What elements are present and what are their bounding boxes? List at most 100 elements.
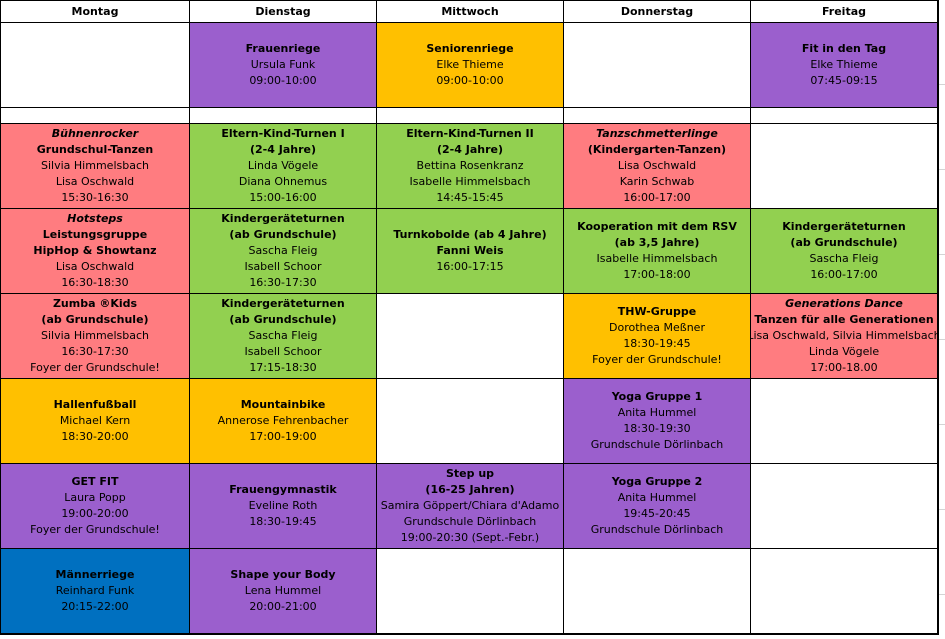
day-header-donnerstag[interactable]: Donnerstag <box>563 0 750 22</box>
course-detail: Grundschule Dörlinbach <box>590 438 724 451</box>
course-title: THW-Gruppe <box>617 305 697 318</box>
schedule-cell[interactable]: Hallenfußball Michael Kern 18:30-20:00 <box>0 378 189 463</box>
empty-cell[interactable] <box>750 107 937 123</box>
course-detail: Foyer der Grundschule! <box>30 523 160 536</box>
schedule-cell[interactable]: Männerriege Reinhard Funk 20:15-22:00 <box>0 548 189 633</box>
course-detail: Anita Hummel <box>617 406 697 419</box>
course-detail: 16:00-17:15 <box>436 260 504 273</box>
schedule-cell[interactable]: Zumba ®Kids (ab Grundschule) Silvia Himmel… <box>0 293 189 378</box>
schedule-cell[interactable]: Yoga Gruppe 2 Anita Hummel 19:45-20:45 Grun… <box>563 463 750 548</box>
course-detail: 09:00-10:00 <box>249 74 317 87</box>
schedule-cell[interactable]: Kooperation mit dem RSV (ab 3,5 Jahre) Isa… <box>563 208 750 293</box>
empty-cell[interactable] <box>376 107 563 123</box>
course-detail: Grundschule Dörlinbach <box>590 523 724 536</box>
schedule-cell[interactable]: Mountainbike Annerose Fehrenbacher 17:00-1… <box>189 378 376 463</box>
empty-cell[interactable] <box>563 107 750 123</box>
course-detail: 07:45-09:15 <box>810 74 878 87</box>
day-header-freitag[interactable]: Freitag <box>750 0 937 22</box>
schedule-cell[interactable]: GET FIT Laura Popp 19:00-20:00 Foyer der Gr… <box>0 463 189 548</box>
schedule-cell[interactable]: Turnkobolde (ab 4 Jahre) Fanni Weis 16:00-… <box>376 208 563 293</box>
empty-cell[interactable] <box>750 123 937 208</box>
empty-cell[interactable] <box>376 293 563 378</box>
course-detail: 18:30-19:45 <box>623 337 691 350</box>
course-title: Turnkobolde (ab 4 Jahre) <box>393 228 547 241</box>
course-detail: (ab Grundschule) <box>229 313 337 326</box>
schedule-cell[interactable]: Kindergeräteturnen (ab Grundschule) Sascha… <box>189 208 376 293</box>
course-detail: Karin Schwab <box>619 175 695 188</box>
course-detail: Fanni Weis <box>436 244 504 257</box>
schedule-cell[interactable]: Hotsteps Leistungsgruppe HipHop & Showtanz… <box>0 208 189 293</box>
course-detail: Ursula Funk <box>250 58 316 71</box>
course-title: Hotsteps <box>67 212 123 225</box>
schedule-cell[interactable]: Yoga Gruppe 1 Anita Hummel 18:30-19:30 Grun… <box>563 378 750 463</box>
course-detail: 17:00-19:00 <box>249 430 317 443</box>
course-detail: 15:30-16:30 <box>61 191 129 204</box>
empty-cell[interactable] <box>0 107 189 123</box>
course-detail: 17:00-18:00 <box>623 268 691 281</box>
course-detail: 15:00-16:00 <box>249 191 317 204</box>
schedule-cell[interactable]: Eltern-Kind-Turnen I (2-4 Jahre) Linda Vög… <box>189 123 376 208</box>
course-title: Kindergeräteturnen <box>221 212 345 225</box>
day-header-montag[interactable]: Montag <box>0 0 189 22</box>
schedule-cell[interactable]: Shape your Body Lena Hummel 20:00-21:00 <box>189 548 376 633</box>
course-detail: Isabelle Himmelsbach <box>596 252 718 265</box>
course-detail: (2-4 Jahre) <box>437 143 503 156</box>
schedule-cell[interactable]: Bühnenrocker Grundschul-Tanzen Silvia Himm… <box>0 123 189 208</box>
schedule-cell[interactable]: Tanzschmetterlinge (Kindergarten-Tanzen) L… <box>563 123 750 208</box>
course-detail: Michael Kern <box>59 414 131 427</box>
empty-cell[interactable] <box>563 548 750 633</box>
course-detail: (ab Grundschule) <box>41 313 149 326</box>
schedule-cell[interactable]: Step up (16-25 Jahren) Samira Göppert/Chia… <box>376 463 563 548</box>
schedule-cell[interactable]: Frauenriege Ursula Funk 09:00-10:00 <box>189 22 376 107</box>
empty-cell[interactable] <box>563 22 750 107</box>
course-detail: Lisa Oschwald <box>617 159 697 172</box>
course-detail: 18:30-19:45 <box>249 515 317 528</box>
schedule-cell[interactable]: Fit in den Tag Elke Thieme 07:45-09:15 <box>750 22 937 107</box>
empty-cell[interactable] <box>376 378 563 463</box>
course-detail: Elke Thieme <box>810 58 878 71</box>
day-header-dienstag[interactable]: Dienstag <box>189 0 376 22</box>
spreadsheet-gridlines <box>938 0 945 639</box>
course-detail: 09:00-10:00 <box>436 74 504 87</box>
course-title: Yoga Gruppe 1 <box>611 390 703 403</box>
course-detail: 16:30-17:30 <box>61 345 129 358</box>
course-detail: Anita Hummel <box>617 491 697 504</box>
empty-cell[interactable] <box>750 463 937 548</box>
empty-cell[interactable] <box>376 548 563 633</box>
schedule-cell[interactable]: Kindergeräteturnen (ab Grundschule) Sascha… <box>750 208 937 293</box>
schedule-cell[interactable]: Eltern-Kind-Turnen II (2-4 Jahre) Bettina … <box>376 123 563 208</box>
course-title: Generations Dance <box>785 297 903 310</box>
course-detail: (ab 3,5 Jahre) <box>614 236 700 249</box>
course-detail: 20:15-22:00 <box>61 600 129 613</box>
empty-cell[interactable] <box>750 548 937 633</box>
course-detail: Foyer der Grundschule! <box>30 361 160 374</box>
course-detail: 16:00-17:00 <box>623 191 691 204</box>
course-title: Kindergeräteturnen <box>221 297 345 310</box>
course-detail: Grundschul-Tanzen <box>36 143 154 156</box>
course-detail: Grundschule Dörlinbach <box>403 515 537 528</box>
course-title: Eltern-Kind-Turnen I <box>221 127 345 140</box>
course-detail: Samira Göppert/Chiara d'Adamo <box>380 499 560 512</box>
course-title: Männerriege <box>55 568 135 581</box>
course-detail: Lisa Oschwald, Silvia Himmelsbach <box>750 329 937 342</box>
course-title: Kooperation mit dem RSV <box>577 220 737 233</box>
schedule-cell[interactable]: Seniorenriege Elke Thieme 09:00-10:00 <box>376 22 563 107</box>
course-detail: (2-4 Jahre) <box>250 143 316 156</box>
course-detail: 19:00-20:30 (Sept.-Febr.) <box>400 531 540 544</box>
course-detail: 18:30-20:00 <box>61 430 129 443</box>
course-title: Kindergeräteturnen <box>782 220 906 233</box>
course-detail: (16-25 Jahren) <box>425 483 515 496</box>
schedule-cell[interactable]: Kindergeräteturnen (ab Grundschule) Sascha… <box>189 293 376 378</box>
empty-cell[interactable] <box>750 378 937 463</box>
course-title: Yoga Gruppe 2 <box>611 475 703 488</box>
course-title: GET FIT <box>71 475 119 488</box>
course-title: Mountainbike <box>240 398 326 411</box>
course-title: Shape your Body <box>230 568 336 581</box>
empty-cell[interactable] <box>0 22 189 107</box>
schedule-cell[interactable]: Generations Dance Tanzen für alle Generat… <box>750 293 937 378</box>
empty-cell[interactable] <box>189 107 376 123</box>
schedule-cell[interactable]: Frauengymnastik Eveline Roth 18:30-19:45 <box>189 463 376 548</box>
course-detail: Lisa Oschwald <box>55 175 135 188</box>
schedule-cell[interactable]: THW-Gruppe Dorothea Meßner 18:30-19:45 Foye… <box>563 293 750 378</box>
day-header-mittwoch[interactable]: Mittwoch <box>376 0 563 22</box>
